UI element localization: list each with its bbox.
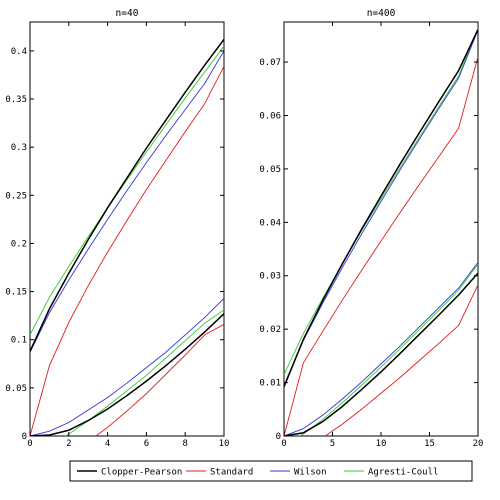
x-tick-label: 0 — [281, 439, 286, 449]
series-layer — [284, 27, 478, 436]
x-tick-label: 15 — [424, 439, 435, 449]
series-line — [64, 309, 224, 436]
x-tick-label: 5 — [330, 439, 335, 449]
series-line — [284, 27, 478, 375]
series-line — [284, 56, 478, 436]
legend-entry: Standard — [186, 468, 253, 478]
series-line — [30, 323, 224, 436]
series-line — [284, 284, 478, 436]
series-line — [30, 298, 224, 436]
series-layer — [30, 38, 224, 436]
plot-frame — [283, 21, 479, 437]
panel-n400: 0 5 10 15 20 0 0.01 0.02 0.03 0.04 0.05 0.06 0.07 n=… — [259, 8, 483, 449]
y-tick-label: 0 — [22, 432, 27, 442]
legend-label: Agresti-Coull — [368, 468, 438, 478]
x-tick-label: 0 — [27, 439, 32, 449]
axis-layer: 0 5 10 15 20 0 0.01 0.02 0.03 0.04 0.05 0.06 0.07 — [259, 22, 483, 449]
series-line — [30, 313, 224, 436]
legend-entry: Agresti-Coull — [344, 468, 438, 478]
y-tick-label: 0.1 — [11, 336, 27, 346]
series-line — [284, 29, 478, 386]
chart-title: n=40 — [116, 8, 139, 19]
y-tick-label: 0.4 — [11, 47, 27, 57]
series-line — [30, 38, 224, 352]
panel-n40: 0 2 4 6 8 10 0 0.05 0.1 0.15 0.2 0.25 0.3 0.35 0.4 n=4… — [5, 8, 229, 449]
x-tick-label: 20 — [473, 439, 484, 449]
y-tick-label: 0 — [276, 432, 281, 442]
series-line — [30, 45, 224, 336]
y-tick-label: 0.02 — [259, 325, 281, 335]
y-tick-label: 0.3 — [11, 143, 27, 153]
y-tick-label: 0.05 — [5, 384, 27, 394]
legend-label: Wilson — [294, 468, 327, 478]
y-tick-label: 0.04 — [259, 218, 281, 228]
axis-layer: 0 2 4 6 8 10 0 0.05 0.1 0.15 0.2 0.25 0.3 0.35 0.4 — [5, 22, 229, 449]
x-tick-label: 4 — [105, 439, 110, 449]
legend-label: Clopper-Pearson — [101, 468, 182, 478]
series-line — [284, 262, 478, 436]
y-tick-label: 0.2 — [11, 239, 27, 249]
chart-title: n=400 — [367, 8, 396, 19]
series-line — [30, 50, 224, 353]
x-tick-label: 10 — [219, 439, 230, 449]
series-line — [298, 263, 478, 436]
y-tick-label: 0.07 — [259, 58, 281, 68]
y-tick-label: 0.03 — [259, 272, 281, 282]
series-line — [284, 29, 478, 388]
series-line — [284, 272, 478, 436]
y-tick-label: 0.06 — [259, 111, 281, 121]
legend-entry: Clopper-Pearson — [77, 468, 182, 478]
y-tick-label: 0.35 — [5, 95, 27, 105]
y-tick-label: 0.25 — [5, 191, 27, 201]
x-tick-label: 2 — [66, 439, 71, 449]
legend-label: Standard — [210, 468, 253, 478]
series-line — [30, 66, 224, 436]
x-tick-label: 8 — [182, 439, 187, 449]
x-tick-label: 10 — [376, 439, 387, 449]
y-tick-label: 0.05 — [259, 165, 281, 175]
legend: Clopper-Pearson Standard Wilson Agresti-… — [69, 460, 473, 482]
y-tick-label: 0.15 — [5, 288, 27, 298]
y-tick-label: 0.01 — [259, 379, 281, 389]
plot-frame — [29, 21, 225, 437]
legend-entry: Wilson — [270, 468, 327, 478]
x-tick-label: 6 — [144, 439, 149, 449]
